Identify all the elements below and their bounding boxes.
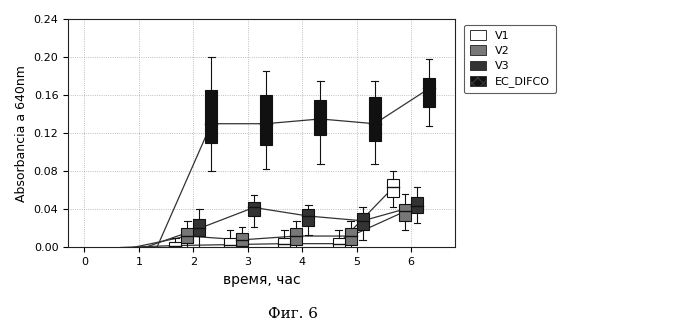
Bar [248,202,260,216]
Bar [260,95,272,145]
Bar [399,204,411,221]
Bar [423,78,435,107]
Bar [369,97,380,141]
Bar [357,213,369,230]
Bar [236,233,248,246]
Bar [387,179,399,197]
Bar [181,229,193,243]
Text: Фиг. 6: Фиг. 6 [268,307,318,321]
Bar [333,238,345,247]
Bar [279,238,290,247]
Y-axis label: Absorbancia a 640nm: Absorbancia a 640nm [15,65,28,202]
X-axis label: время, час: время, час [223,273,300,287]
Bar [290,229,302,245]
Bar [205,91,217,143]
Bar [302,209,314,226]
Bar [170,242,181,247]
Bar [193,219,205,236]
Legend: V1, V2, V3, EC_DIFCO: V1, V2, V3, EC_DIFCO [464,24,556,93]
Bar [314,100,326,135]
Bar [224,238,236,247]
Bar [345,229,357,245]
Bar [411,197,423,213]
